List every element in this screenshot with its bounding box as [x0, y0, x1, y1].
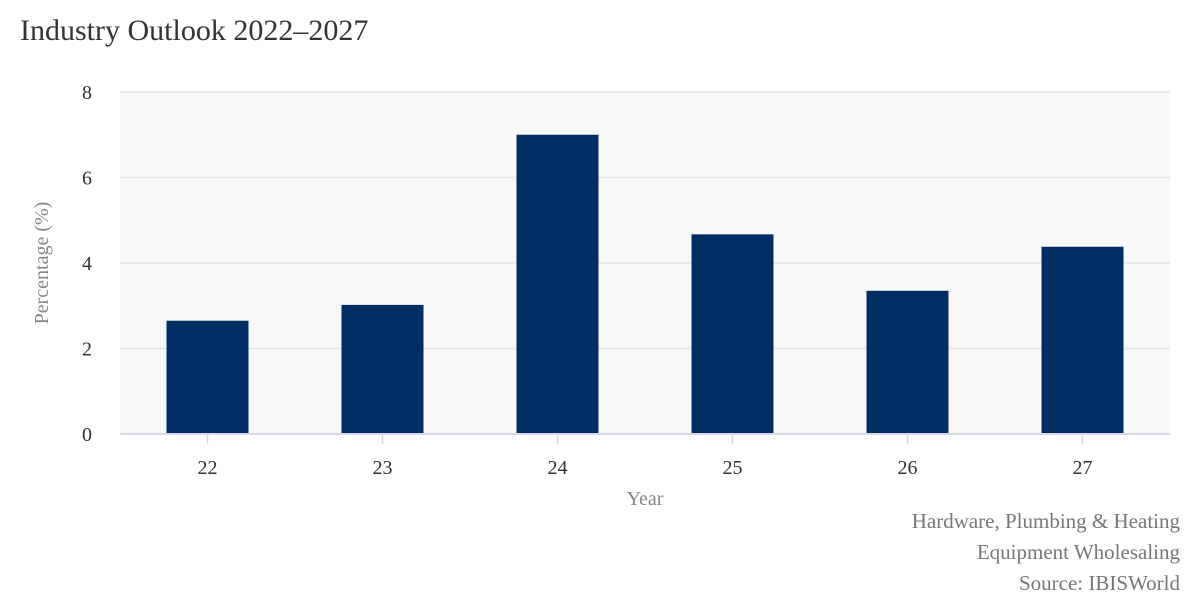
y-axis-label: Percentage (%) [31, 202, 53, 325]
x-tick-label: 27 [1073, 457, 1093, 479]
y-tick-label: 8 [82, 82, 92, 104]
x-tick-label: 26 [898, 457, 918, 479]
bar-24 [516, 134, 599, 434]
x-tick-label: 23 [373, 457, 393, 479]
chart-title: Industry Outlook 2022–2027 [20, 14, 369, 47]
gridlines [120, 91, 1170, 350]
source-note: Hardware, Plumbing & Heating Equipment W… [912, 506, 1180, 599]
bar-23 [341, 304, 424, 434]
source-credit: Source: IBISWorld [1018, 571, 1180, 595]
x-tick-label: 25 [723, 457, 743, 479]
x-axis-label: Year [627, 488, 664, 510]
x-tick-label: 24 [548, 457, 568, 479]
x-axis-ticks: 22 23 24 25 26 27 [198, 434, 1093, 479]
y-tick-label: 4 [82, 253, 92, 275]
industry-name-line-2: Equipment Wholesaling [976, 540, 1180, 564]
bar-26 [866, 290, 949, 434]
x-tick-label: 22 [198, 457, 218, 479]
bar-25 [691, 234, 774, 434]
y-tick-label: 6 [82, 168, 92, 190]
industry-name-line-1: Hardware, Plumbing & Heating [911, 509, 1180, 533]
bar-27 [1041, 246, 1124, 434]
y-axis-ticks: 0 2 4 6 8 [82, 82, 92, 446]
y-tick-label: 0 [82, 424, 92, 446]
bars [166, 134, 1124, 434]
y-tick-label: 2 [82, 339, 92, 361]
bar-22 [166, 320, 249, 434]
